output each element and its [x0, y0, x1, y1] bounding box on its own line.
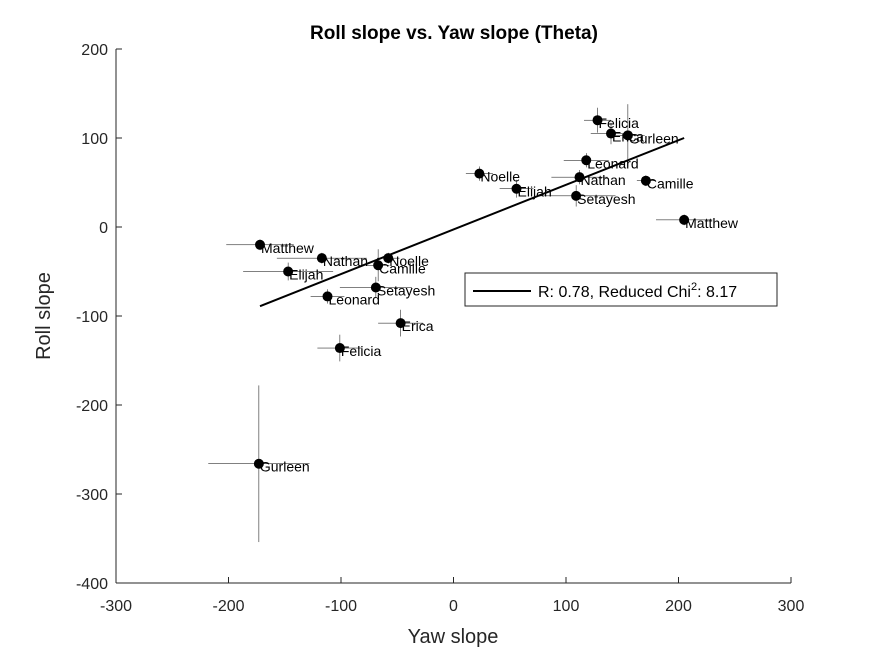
point-label: Noelle [480, 169, 520, 185]
data-point [373, 260, 384, 271]
point-label: Camille [647, 176, 694, 192]
y-tick-label: -200 [76, 398, 108, 415]
y-tick-label: -100 [76, 309, 108, 326]
point-label: Erica [402, 318, 434, 334]
data-point [322, 291, 333, 302]
x-axis-label: Yaw slope [408, 626, 499, 648]
data-point [679, 214, 690, 225]
legend-superscript: 2 [691, 281, 697, 293]
x-tick-label: 100 [553, 598, 580, 615]
data-point [316, 253, 327, 264]
data-point [395, 318, 406, 329]
y-tick-label: -400 [76, 576, 108, 593]
data-point [383, 253, 394, 264]
data-point [283, 266, 294, 277]
point-label: Elijah [289, 267, 323, 283]
legend-text-main: R: 0.78, Reduced Chi [538, 284, 691, 301]
data-point [370, 282, 381, 293]
data-point [571, 190, 582, 201]
data-point [474, 168, 485, 179]
point-label: Elijah [518, 184, 552, 200]
data-point [255, 239, 265, 250]
point-label: Erica [612, 129, 644, 145]
y-tick-label: -300 [76, 487, 108, 504]
legend-text-tail: : 8.17 [697, 284, 737, 301]
x-tick-label: 200 [665, 598, 692, 615]
point-label: Nathan [581, 172, 626, 188]
point-label: Felicia [599, 115, 640, 131]
chart-title: Roll slope vs. Yaw slope (Theta) [310, 23, 598, 44]
data-point [253, 458, 264, 469]
point-label: Camille [379, 260, 426, 276]
y-tick-label: 100 [81, 131, 108, 148]
x-tick-label: -100 [325, 598, 357, 615]
point-label: Matthew [685, 215, 739, 231]
point-label: Leonard [587, 155, 638, 171]
data-point [606, 128, 616, 139]
data-point [581, 155, 592, 166]
y-tick-label: 200 [81, 42, 108, 59]
point-label: Leonard [329, 291, 380, 307]
data-points [253, 115, 690, 469]
y-axis-label: Roll slope [33, 272, 55, 360]
x-tick-label: -200 [212, 598, 244, 615]
data-point [592, 115, 603, 126]
point-label: Gurleen [260, 459, 310, 475]
point-label: Gurleen [629, 130, 679, 146]
axes: -300 -200 -100 0 100 200 300 -400 -300 -200 -100 0 1… [76, 42, 804, 615]
point-label: Setayesh [377, 283, 435, 299]
point-label: Noelle [389, 253, 429, 269]
legend-box [464, 272, 778, 307]
point-label: Setayesh [577, 191, 635, 207]
x-tick-label: -300 [100, 598, 132, 615]
data-point [574, 172, 585, 183]
y-tick-label: 0 [99, 220, 108, 237]
x-tick-label: 300 [778, 598, 805, 615]
data-point [640, 175, 651, 186]
x-tick-label: 0 [449, 598, 458, 615]
fit-line [259, 137, 685, 308]
fit-line-group [259, 137, 685, 308]
point-label: Matthew [261, 240, 315, 256]
data-point [334, 343, 345, 354]
point-label: Nathan [323, 253, 368, 269]
data-point [511, 183, 522, 194]
legend: R: 0.78, Reduced Chi2: 8.17 [464, 272, 778, 307]
point-label: Felicia [341, 343, 382, 359]
data-point [622, 130, 633, 141]
legend-entry: R: 0.78, Reduced Chi2: 8.17 [538, 281, 737, 301]
